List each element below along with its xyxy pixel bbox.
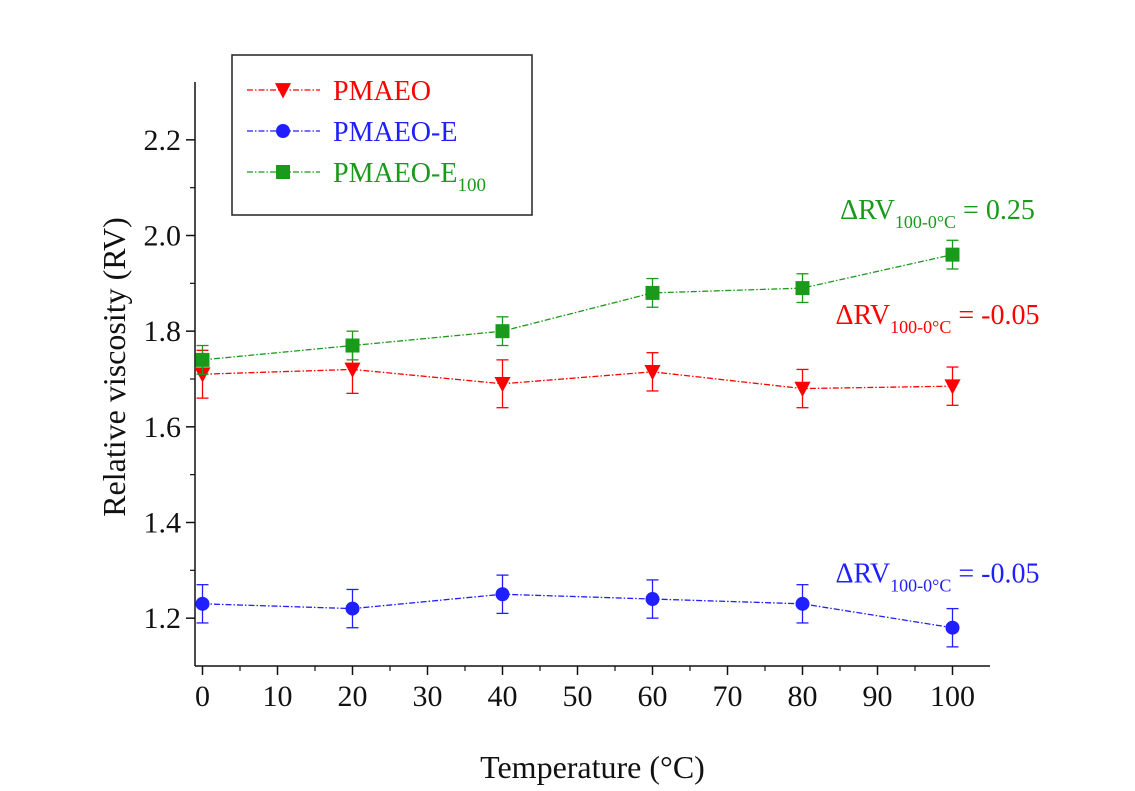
series-1 bbox=[195, 574, 960, 648]
data-point bbox=[794, 381, 811, 398]
y-tick-label: 1.8 bbox=[144, 315, 182, 348]
legend-marker bbox=[276, 124, 290, 138]
legend: PMAEO PMAEO-E PMAEO-E100 bbox=[231, 54, 533, 216]
data-point bbox=[945, 247, 960, 262]
x-tick-label: 30 bbox=[413, 680, 443, 713]
data-point bbox=[644, 364, 661, 381]
data-point bbox=[195, 352, 210, 367]
series-layer bbox=[194, 239, 961, 648]
series-2 bbox=[195, 239, 960, 375]
x-tick-label: 70 bbox=[713, 680, 743, 713]
series-line bbox=[202, 593, 953, 629]
data-point bbox=[195, 596, 210, 611]
data-point bbox=[645, 285, 660, 300]
annotation-layer: ΔRV100-0°C = 0.25 ΔRV100-0°C = -0.05 ΔRV10… bbox=[836, 195, 1040, 596]
data-point bbox=[495, 324, 510, 339]
legend-marker bbox=[274, 83, 292, 99]
x-tick-label: 60 bbox=[638, 680, 668, 713]
data-point bbox=[345, 338, 360, 353]
data-point bbox=[645, 592, 660, 607]
y-axis-title: Relative viscosity (RV) bbox=[96, 217, 132, 517]
data-point bbox=[494, 376, 511, 393]
x-tick-label: 40 bbox=[488, 680, 518, 713]
legend-item: PMAEO-E bbox=[247, 117, 457, 148]
delta-rv-annotation: ΔRV100-0°C = -0.05 bbox=[836, 558, 1040, 595]
x-axis-title: Temperature (°C) bbox=[480, 749, 705, 785]
x-tick-label: 80 bbox=[788, 680, 818, 713]
axes: 0 10 20 30 40 50 60 70 80 90 100 1.2 1.4 1.6 1.8 2.0 2.2 bbox=[144, 82, 990, 713]
data-point bbox=[795, 281, 810, 296]
x-tick-label: 0 bbox=[195, 680, 210, 713]
x-tick-label: 20 bbox=[338, 680, 368, 713]
data-point bbox=[945, 620, 960, 635]
y-tick-label: 1.4 bbox=[144, 507, 182, 540]
delta-rv-annotation: ΔRV100-0°C = -0.05 bbox=[836, 300, 1040, 337]
delta-rv-annotation: ΔRV100-0°C = 0.25 bbox=[840, 195, 1035, 232]
data-point bbox=[194, 367, 211, 383]
y-tick-label: 1.6 bbox=[144, 411, 182, 444]
legend-marker bbox=[276, 165, 290, 179]
y-tick-label: 2.2 bbox=[144, 124, 182, 157]
y-tick-label: 2.0 bbox=[144, 220, 182, 253]
y-tick-label: 1.2 bbox=[144, 602, 182, 635]
data-point bbox=[345, 601, 360, 616]
data-point bbox=[495, 587, 510, 602]
data-point bbox=[795, 596, 810, 611]
legend-label: PMAEO-E bbox=[333, 117, 457, 148]
legend-item: PMAEO-E100 bbox=[247, 158, 486, 196]
legend-item: PMAEO bbox=[247, 76, 431, 107]
series-0 bbox=[194, 344, 961, 409]
legend-label: PMAEO-E100 bbox=[333, 158, 486, 196]
x-tick-label: 100 bbox=[930, 680, 975, 713]
series-line bbox=[202, 368, 953, 390]
data-point bbox=[344, 362, 361, 378]
x-tick-label: 50 bbox=[563, 680, 593, 713]
x-tick-label: 90 bbox=[863, 680, 893, 713]
data-point bbox=[944, 379, 961, 395]
legend-label: PMAEO bbox=[333, 76, 431, 107]
x-tick-label: 10 bbox=[263, 680, 293, 713]
